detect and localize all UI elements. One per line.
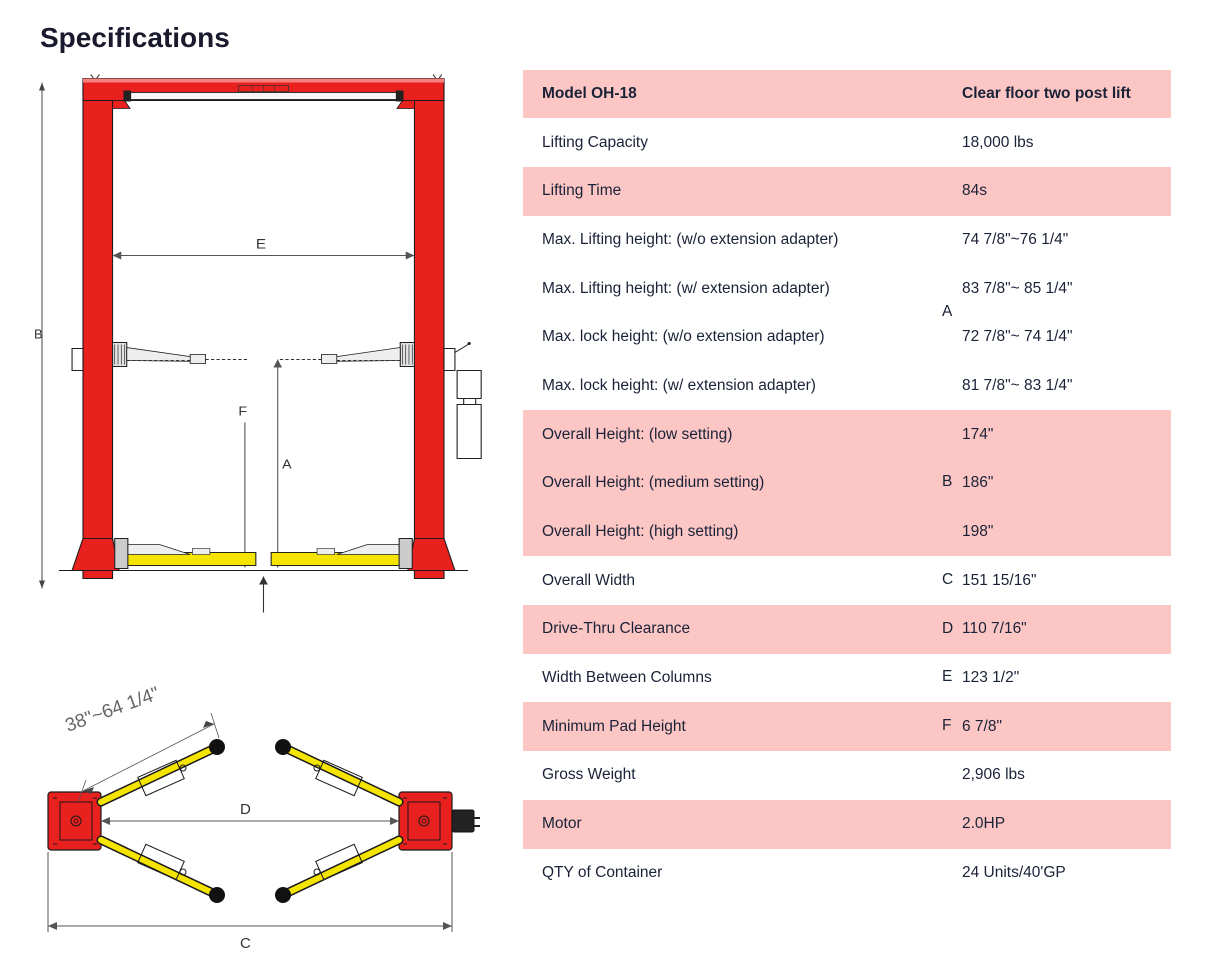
svg-text:A: A: [282, 457, 292, 471]
svg-text:38"~64 1/4": 38"~64 1/4": [63, 683, 163, 736]
svg-text:E: E: [256, 237, 266, 252]
svg-text:D: D: [240, 801, 251, 818]
svg-text:B: B: [34, 327, 43, 342]
svg-text:F: F: [238, 404, 247, 418]
svg-text:C: C: [240, 935, 251, 952]
